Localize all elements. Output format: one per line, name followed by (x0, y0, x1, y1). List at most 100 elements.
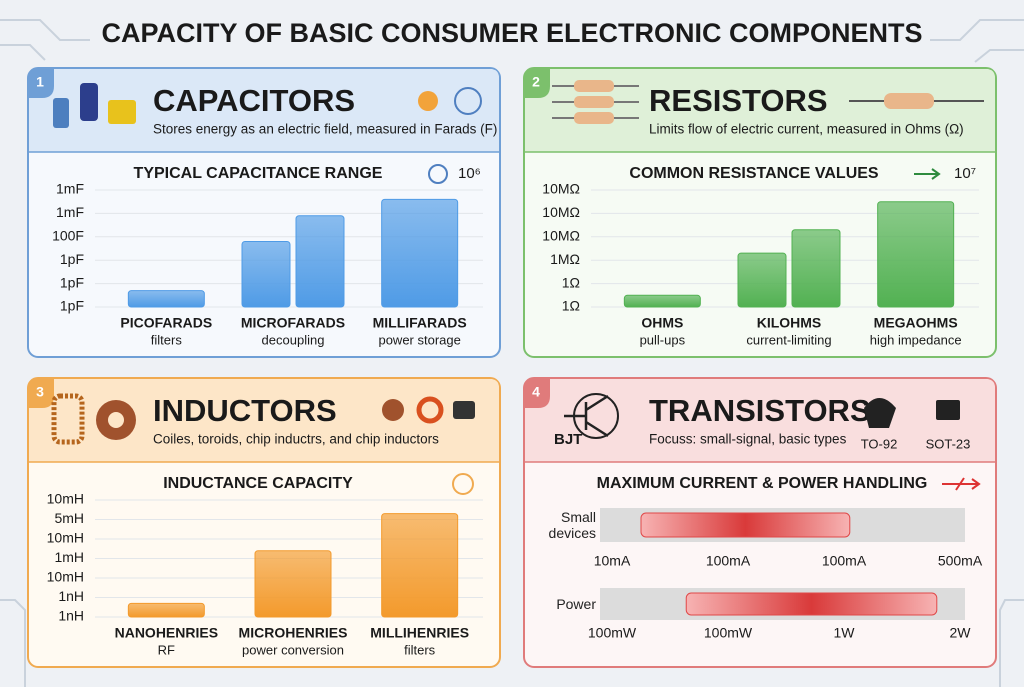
icon (416, 396, 444, 424)
panel: 1 CAPACITORS Stores energy as an electric … (27, 67, 501, 358)
panel-header (525, 69, 995, 152)
icon (418, 91, 438, 111)
icon (564, 394, 609, 438)
bar (737, 252, 787, 308)
y-tick-label: 10MΩ (542, 204, 580, 220)
panel-heading: TRANSISTORS (649, 393, 871, 428)
y-tick-label: 1mH (54, 549, 84, 565)
y-tick-label: 100F (52, 228, 84, 244)
y-tick-label: 1Ω (562, 298, 580, 314)
panel: 2 RESISTORS Limits flow of electric curren… (523, 67, 997, 358)
icon (884, 93, 934, 109)
icon-label: SOT-23 (926, 436, 971, 451)
x-tick-label: MICROFARADS (241, 315, 345, 331)
x-tick-label: 2W (950, 625, 972, 641)
panel-number: 4 (532, 384, 540, 400)
icon (574, 96, 614, 108)
range-bar (640, 512, 851, 538)
badge (28, 378, 54, 408)
icon (428, 164, 448, 184)
x-tick-label: 10mA (594, 553, 631, 569)
icon (942, 477, 981, 491)
panel-number: 2 (532, 74, 540, 90)
icon (108, 100, 136, 124)
badge (28, 68, 54, 98)
bar (623, 294, 701, 308)
x-tick-label: MICROHENRIES (239, 625, 348, 641)
bar (127, 290, 205, 308)
x-tick-label: 100mW (588, 625, 637, 641)
y-tick-label: 1pF (60, 251, 84, 267)
y-tick-label: 1pF (60, 274, 84, 290)
panel-header (29, 69, 499, 152)
y-tick-label: 1nH (58, 588, 84, 604)
panel-heading: RESISTORS (649, 83, 828, 118)
icon (914, 168, 941, 180)
note: 10⁶ (458, 165, 481, 182)
icon-label: TO-92 (861, 436, 898, 451)
y-tick-label: 10mH (47, 491, 84, 507)
y-tick-label: 1pF (60, 298, 84, 314)
bar (381, 198, 459, 308)
range-bar (685, 592, 938, 616)
panel: 3 INDUCTORS Coiles, toroids, chip inductrs… (27, 377, 501, 668)
x-sublabel: current-limiting (746, 332, 831, 347)
x-tick-label: 100mA (706, 553, 751, 569)
x-tick-label: PICOFARADS (120, 315, 212, 331)
y-tick-label: 1nH (58, 608, 84, 624)
icon (453, 401, 475, 419)
panel-header (29, 379, 499, 462)
x-sublabel: power conversion (242, 642, 344, 657)
panel-description: Focuss: small-signal, basic types (649, 432, 847, 447)
y-tick-label: 1MΩ (550, 251, 580, 267)
bar (791, 229, 841, 308)
y-tick-label: 10mH (47, 530, 84, 546)
y-tick-label: 1mF (56, 181, 84, 197)
icon-label: BJT (554, 431, 582, 448)
row-label: Power (556, 596, 596, 612)
x-tick-label: NANOHENRIES (115, 625, 218, 641)
panel-heading: INDUCTORS (153, 393, 337, 428)
chart-title: TYPICAL CAPACITANCE RANGE (134, 165, 383, 182)
bar (127, 602, 205, 618)
x-sublabel: high impedance (870, 332, 962, 347)
x-sublabel: filters (151, 332, 183, 347)
icon (452, 473, 474, 495)
badge (524, 378, 550, 408)
x-sublabel: RF (158, 642, 175, 657)
icon (108, 412, 124, 428)
icon (51, 393, 85, 445)
bar (241, 240, 291, 308)
x-tick-label: 100mA (822, 553, 867, 569)
icon (53, 98, 69, 128)
x-tick-label: MEGAOHMS (874, 315, 958, 331)
x-tick-label: MILLIFARADS (373, 315, 467, 331)
bar (295, 215, 345, 308)
x-tick-label: OHMS (641, 315, 683, 331)
row-label: Small devices (548, 509, 596, 541)
panel-number: 1 (36, 74, 44, 90)
panel-heading: CAPACITORS (153, 83, 355, 118)
x-tick-label: 1W (834, 625, 856, 641)
note: 10⁷ (954, 165, 976, 182)
x-tick-label: 500mA (938, 553, 983, 569)
icon (80, 83, 98, 121)
panel-description: Limits flow of electric current, measure… (649, 122, 964, 137)
x-tick-label: 100mW (704, 625, 753, 641)
icon (936, 400, 960, 420)
page-title: CAPACITY OF BASIC CONSUMER ELECTRONIC CO… (101, 18, 922, 48)
icon (574, 80, 614, 92)
chart-title: MAXIMUM CURRENT & POWER HANDLING (597, 475, 928, 492)
x-sublabel: pull-ups (640, 332, 686, 347)
panel-description: Stores energy as an electric field, meas… (153, 122, 497, 137)
bar (381, 513, 459, 618)
icon (864, 398, 896, 428)
y-tick-label: 5mH (54, 510, 84, 526)
y-tick-label: 1mF (56, 204, 84, 220)
x-tick-label: MILLIHENRIES (370, 625, 469, 641)
x-sublabel: power storage (378, 332, 460, 347)
y-tick-label: 10MΩ (542, 181, 580, 197)
badge (524, 68, 550, 98)
chart-title: COMMON RESISTANCE VALUES (629, 165, 879, 182)
